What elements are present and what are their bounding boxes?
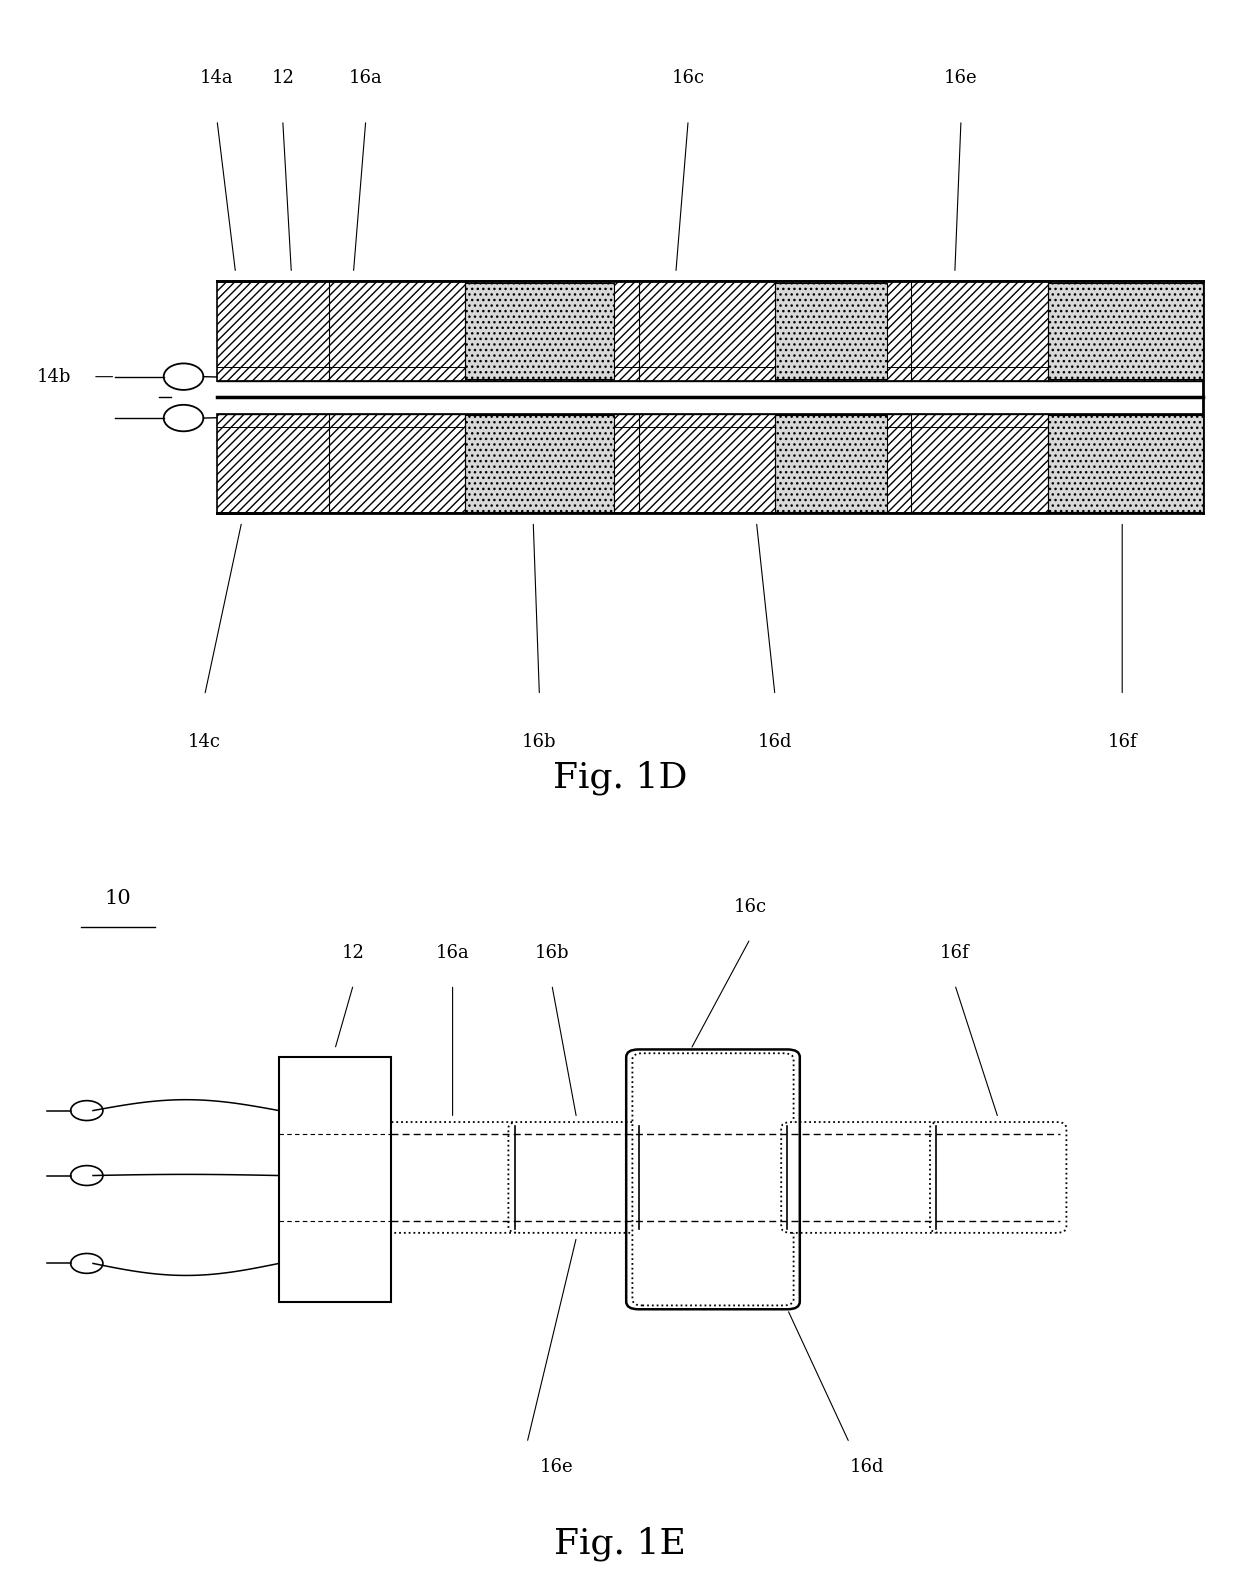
Bar (1048, 283, 1203, 379)
FancyBboxPatch shape (384, 1122, 521, 1232)
Text: 16b: 16b (522, 732, 557, 751)
Text: Fig. 1E: Fig. 1E (554, 1527, 686, 1562)
Text: 16a: 16a (348, 68, 383, 88)
Bar (775, 283, 887, 379)
Text: 16d: 16d (849, 1458, 884, 1476)
Bar (465, 416, 614, 511)
Text: 16b: 16b (534, 944, 569, 962)
Bar (465, 283, 614, 379)
Text: 16d: 16d (758, 732, 792, 751)
Text: 16a: 16a (435, 944, 470, 962)
Text: 16c: 16c (672, 68, 704, 88)
Bar (217, 282, 1203, 380)
Text: 14c: 14c (188, 732, 221, 751)
Text: 16c: 16c (734, 898, 766, 915)
Text: 16e: 16e (539, 1458, 573, 1476)
Text: 12: 12 (342, 944, 365, 962)
Bar (217, 414, 1203, 513)
Text: 12: 12 (272, 68, 294, 88)
FancyBboxPatch shape (632, 1054, 794, 1305)
Bar (775, 416, 887, 511)
FancyBboxPatch shape (930, 1122, 1066, 1232)
Text: 16f: 16f (940, 944, 970, 962)
Bar (1048, 416, 1203, 511)
FancyBboxPatch shape (781, 1122, 942, 1232)
FancyBboxPatch shape (508, 1122, 645, 1232)
Text: Fig. 1D: Fig. 1D (553, 761, 687, 794)
Text: 14b: 14b (37, 368, 72, 385)
Bar (279, 1057, 391, 1302)
Text: 14a: 14a (200, 68, 234, 88)
Text: 16e: 16e (944, 68, 978, 88)
Text: 10: 10 (104, 888, 131, 907)
Text: 16f: 16f (1107, 732, 1137, 751)
